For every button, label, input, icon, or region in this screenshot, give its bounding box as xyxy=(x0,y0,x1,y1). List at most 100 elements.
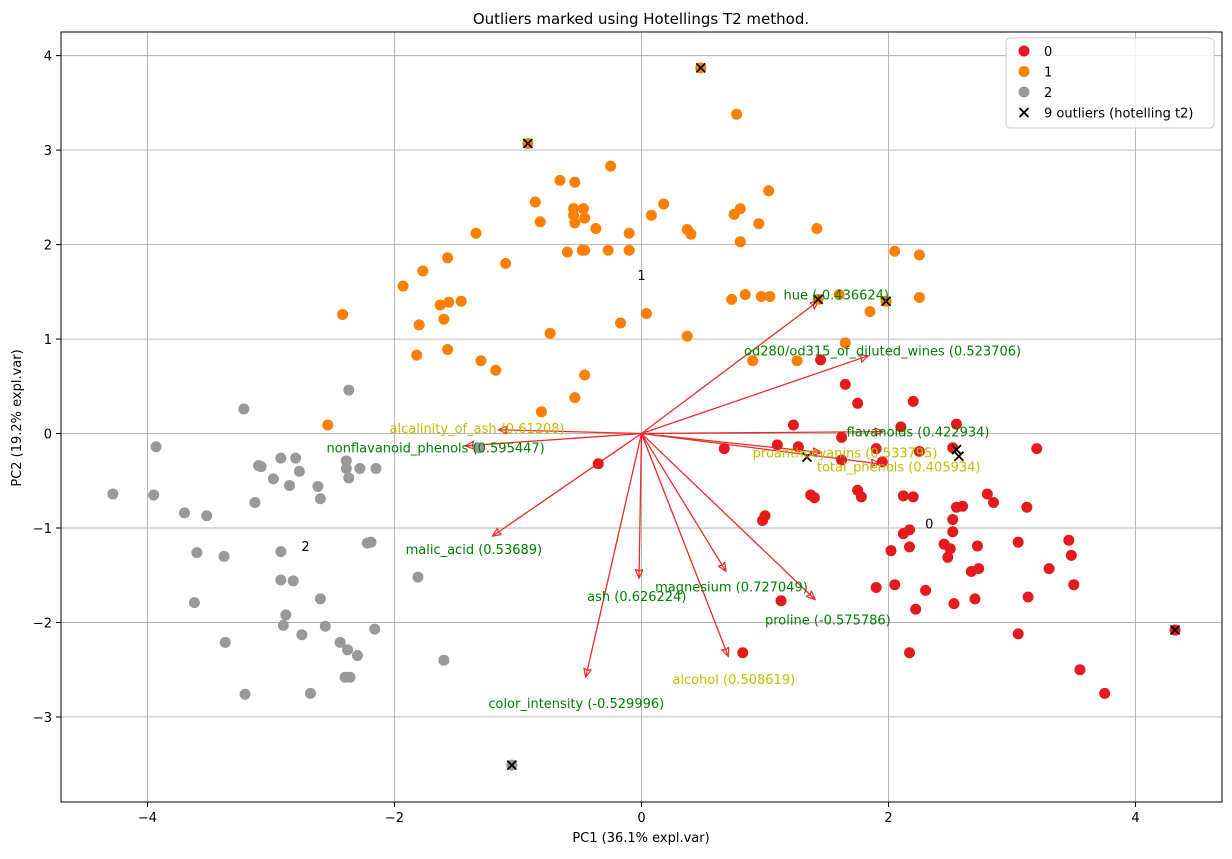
data-point-cluster-0 xyxy=(897,528,909,540)
data-point-cluster-1 xyxy=(681,330,693,342)
data-point-cluster-1 xyxy=(569,392,581,404)
cluster-label: 1 xyxy=(637,269,645,284)
data-point-cluster-1 xyxy=(913,249,925,261)
data-point-cluster-0 xyxy=(907,395,919,407)
loading-arrow xyxy=(641,301,819,435)
loading-label: alcalinity_of_ash (0.61208) xyxy=(390,422,565,437)
data-point-cluster-2 xyxy=(275,546,287,558)
cluster-labels: 1 0 2 xyxy=(301,269,933,555)
data-point-cluster-1 xyxy=(413,319,425,331)
data-point-cluster-1 xyxy=(411,349,423,361)
data-point-cluster-1 xyxy=(685,228,697,240)
y-tick-label: −1 xyxy=(33,522,52,537)
data-point-cluster-2 xyxy=(287,575,299,587)
data-point-cluster-0 xyxy=(913,445,925,457)
legend-label: 9 outliers (hotelling t2) xyxy=(1044,107,1193,122)
data-point-cluster-0 xyxy=(855,491,867,503)
data-point-cluster-1 xyxy=(443,296,455,308)
data-point-cluster-0 xyxy=(907,491,919,503)
outlier-marker xyxy=(522,138,534,149)
data-point-cluster-2 xyxy=(340,462,352,474)
data-point-cluster-2 xyxy=(191,547,203,559)
data-point-cluster-2 xyxy=(438,654,450,666)
data-point-cluster-2 xyxy=(107,488,119,500)
y-tick-label: −3 xyxy=(33,711,52,726)
cluster-label: 0 xyxy=(925,517,933,532)
data-point-cluster-2 xyxy=(179,507,191,519)
data-point-cluster-0 xyxy=(1063,534,1075,546)
data-point-cluster-2 xyxy=(267,473,279,485)
legend-marker xyxy=(1018,45,1030,57)
grid xyxy=(61,32,1222,802)
data-point-cluster-2 xyxy=(343,472,355,484)
loading-arrow xyxy=(641,433,815,599)
data-point-cluster-0 xyxy=(981,488,993,500)
x-tick-label: −4 xyxy=(138,811,157,826)
data-point-cluster-0 xyxy=(1043,563,1055,575)
data-point-cluster-0 xyxy=(973,563,985,575)
data-point-cluster-0 xyxy=(839,378,851,390)
legend-marker xyxy=(1018,86,1030,98)
data-point-cluster-2 xyxy=(239,688,251,700)
loading-label: magnesium (0.727049) xyxy=(655,581,808,596)
data-point-cluster-1 xyxy=(442,343,454,355)
data-point-cluster-0 xyxy=(1065,549,1077,561)
data-point-cluster-1 xyxy=(755,291,767,303)
data-point-cluster-2 xyxy=(312,480,324,492)
loading-arrow xyxy=(499,430,642,435)
data-point-cluster-1 xyxy=(731,108,743,120)
data-point-cluster-0 xyxy=(1012,536,1024,548)
data-point-cluster-0 xyxy=(1012,628,1024,640)
data-point-cluster-0 xyxy=(948,598,960,610)
legend-box xyxy=(1005,37,1215,129)
loading-arrow xyxy=(640,433,726,571)
axes: −4 −2 0 2 4 −3 −2 −1 0 1 2 3 4 xyxy=(33,31,1223,826)
data-point-cluster-1 xyxy=(811,223,823,235)
data-point-cluster-1 xyxy=(734,236,746,248)
data-point-cluster-2 xyxy=(365,536,377,548)
y-tick-label: −2 xyxy=(33,616,52,631)
data-point-cluster-0 xyxy=(942,551,954,563)
data-point-cluster-1 xyxy=(640,308,652,320)
data-point-cluster-0 xyxy=(771,439,783,451)
legend: 0 1 2 9 outliers (hotelling t2) xyxy=(1005,37,1215,129)
data-point-cluster-0 xyxy=(889,579,901,591)
data-point-cluster-1 xyxy=(577,203,589,215)
loading-label: color_intensity (-0.529996) xyxy=(488,697,664,712)
data-point-cluster-1 xyxy=(579,369,591,381)
data-point-cluster-1 xyxy=(544,327,556,339)
loading-arrow xyxy=(586,433,643,677)
data-point-cluster-1 xyxy=(322,419,334,431)
loading-label: nonflavanoid_phenols (0.595447) xyxy=(327,442,545,457)
data-point-cluster-2 xyxy=(344,671,356,683)
data-point-cluster-2 xyxy=(201,510,213,522)
data-point-cluster-2 xyxy=(354,462,366,474)
data-point-cluster-2 xyxy=(314,593,326,605)
data-point-cluster-1 xyxy=(569,217,581,229)
legend-label: 1 xyxy=(1044,66,1052,81)
data-point-cluster-0 xyxy=(944,543,956,555)
outlier-marker xyxy=(812,294,824,305)
loading-label: proanthocyanins (0.533795) xyxy=(753,446,938,461)
loading-label: alcohol (0.508619) xyxy=(672,673,795,688)
data-point-cluster-2 xyxy=(340,455,352,467)
loading-label: od280/od315_of_diluted_wines (0.523706) xyxy=(744,344,1021,359)
data-point-cluster-1 xyxy=(579,244,591,256)
data-point-cluster-2 xyxy=(148,489,160,501)
chart-title: Outliers marked using Hotellings T2 meth… xyxy=(473,10,809,28)
data-point-cluster-0 xyxy=(1099,687,1111,699)
data-point-cluster-0 xyxy=(971,540,983,552)
y-tick-label: 0 xyxy=(44,428,52,443)
data-point-cluster-2 xyxy=(314,493,326,505)
data-point-cluster-0 xyxy=(988,497,1000,509)
cluster-label: 2 xyxy=(301,540,309,555)
loading-label: total_phenols (0.405934) xyxy=(817,461,981,476)
outlier-markers xyxy=(506,62,1181,771)
data-point-cluster-2 xyxy=(293,465,305,477)
loading-label: ash (0.626224) xyxy=(587,590,686,605)
y-axis-title: PC2 (19.2% expl.var) xyxy=(10,349,25,486)
data-point-cluster-2 xyxy=(219,636,231,648)
data-point-cluster-1 xyxy=(839,337,851,349)
data-point-cluster-0 xyxy=(836,431,848,443)
data-point-cluster-0 xyxy=(787,419,799,431)
